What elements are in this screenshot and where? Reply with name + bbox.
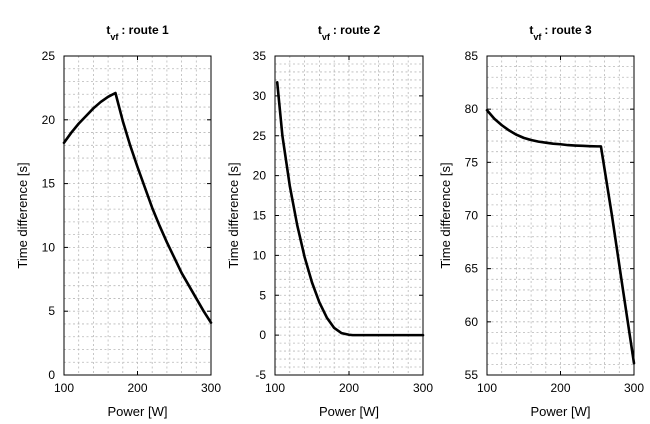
y-tick-label: 85 [465,49,479,63]
chart-panel-3: 100 200 300 55 60 65 70 75 80 85 Power [W] Time dif… [438,23,644,419]
y-axis-label: Time difference [s] [226,162,241,268]
series-line-1 [62,91,213,324]
x-tick-label: 100 [54,381,74,395]
y-tick-label: 25 [42,49,56,63]
x-tick-label: 100 [477,381,497,395]
y-tick-label: 0 [48,368,55,382]
y-axis-label: Time difference [s] [438,162,453,268]
x-tick-label: 300 [413,381,433,395]
y-tick-label: 10 [42,240,56,254]
x-tick-label: 200 [127,381,147,395]
chart-title: tvf: route 1 [106,23,169,42]
series-line-1 [485,108,636,365]
y-tick-label: 10 [253,248,267,262]
chart-title: tvf: route 2 [318,23,381,42]
series-line-1 [275,81,425,337]
y-tick-label: 35 [253,49,267,63]
grid [275,56,423,375]
y-tick-label: 15 [253,209,267,223]
chart-panel-1: 100 200 300 0 5 10 15 20 25 Power [W] Time differe… [15,23,221,419]
chart-title: tvf: route 3 [529,23,592,42]
y-tick-label: 15 [42,177,56,191]
x-tick-label: 300 [201,381,221,395]
y-tick-label: 20 [42,113,56,127]
y-tick-label: -5 [255,368,266,382]
y-tick-label: 30 [253,89,267,103]
y-tick-label: 70 [465,209,479,223]
y-tick-label: 65 [465,262,479,276]
y-tick-label: 5 [259,288,266,302]
y-tick-label: 20 [253,169,267,183]
y-tick-label: 55 [465,368,479,382]
x-axis-label: Power [W] [108,404,168,419]
x-axis-label: Power [W] [531,404,591,419]
x-axis-label: Power [W] [319,404,379,419]
y-tick-label: 75 [465,155,479,169]
y-tick-label: 80 [465,102,479,116]
grid [64,56,211,375]
x-tick-label: 100 [265,381,285,395]
y-tick-label: 25 [253,129,267,143]
y-tick-label: 5 [48,304,55,318]
y-tick-label: 60 [465,315,479,329]
chart-panel-2: 100 200 300 -5 0 5 10 15 20 25 30 35 Power [W] Time d… [226,23,433,419]
grid [487,56,634,375]
y-tick-label: 0 [259,328,266,342]
x-tick-label: 200 [550,381,570,395]
x-tick-label: 300 [624,381,644,395]
x-tick-label: 200 [339,381,359,395]
y-axis-label: Time difference [s] [15,162,30,268]
